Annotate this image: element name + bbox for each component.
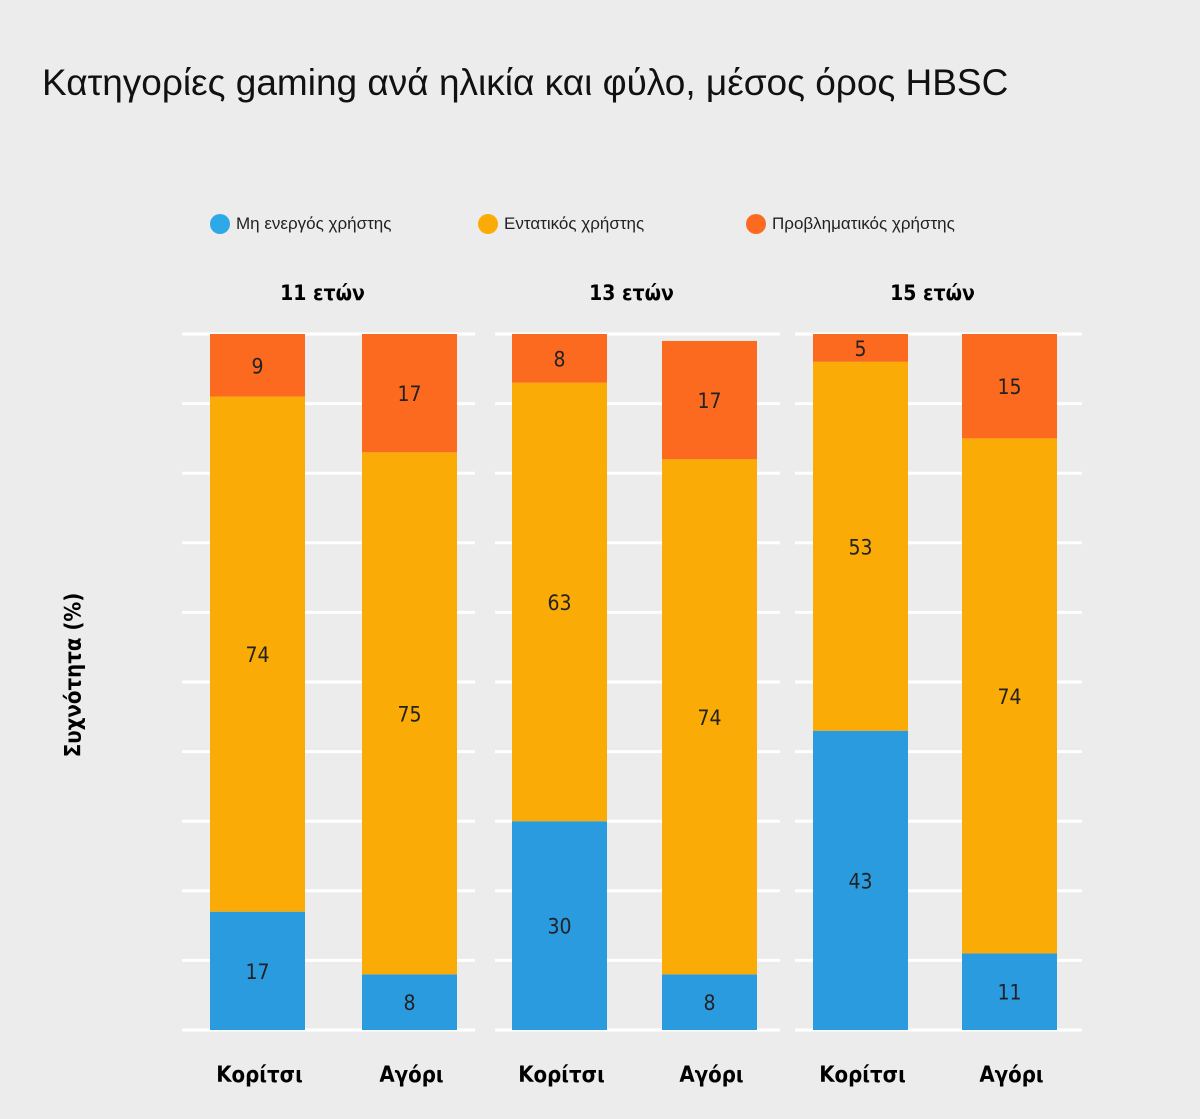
bar-segment (210, 334, 305, 397)
x-tick-label: Αγόρι (979, 1063, 1043, 1088)
data-label: 43 (848, 869, 872, 893)
legend-dot-intensive (478, 214, 498, 234)
bar-segment (813, 730, 908, 1030)
bar-segment (813, 334, 908, 362)
legend-dot-problematic (746, 214, 766, 234)
data-label: 8 (403, 991, 415, 1015)
bar-segment (512, 334, 607, 383)
legend: Μη ενεργός χρήστης Εντατικός χρήστης Προ… (210, 214, 1010, 240)
data-label: 17 (245, 960, 269, 984)
x-tick-label: Αγόρι (679, 1063, 743, 1088)
data-label: 74 (697, 706, 721, 730)
group-label: 11 ετών (280, 281, 365, 305)
legend-dot-inactive (210, 214, 230, 234)
data-label: 5 (854, 337, 866, 361)
legend-label: Εντατικός χρήστης (504, 214, 645, 233)
bar-segment (362, 974, 457, 1030)
bar-segment (362, 452, 457, 975)
data-label: 11 (997, 981, 1021, 1005)
bar-segment (362, 334, 457, 453)
x-tick-label: Κορίτσι (518, 1063, 605, 1088)
bar-segment (962, 438, 1057, 954)
data-label: 30 (547, 915, 571, 939)
legend-item-intensive: Εντατικός χρήστης (478, 214, 644, 234)
data-label: 9 (251, 354, 263, 378)
data-label: 17 (397, 382, 421, 406)
bar-segment (962, 334, 1057, 439)
legend-label: Προβληματικός χρήστης (772, 214, 955, 233)
x-tick-label: Κορίτσι (216, 1063, 303, 1088)
bar-segment (662, 340, 757, 460)
bar-segment (512, 382, 607, 822)
bar-segment (512, 821, 607, 1030)
x-tick-label: Κορίτσι (819, 1063, 906, 1088)
bar-segment (210, 911, 305, 1030)
data-label: 74 (997, 685, 1021, 709)
data-label: 63 (547, 591, 571, 615)
bar-segment (662, 459, 757, 975)
bar-segment (813, 361, 908, 731)
data-label: 75 (397, 702, 421, 726)
bar-segment (210, 396, 305, 912)
x-tick-label: Αγόρι (379, 1063, 443, 1088)
data-label: 53 (848, 535, 872, 559)
legend-item-problematic: Προβληματικός χρήστης (746, 214, 955, 234)
data-label: 8 (703, 991, 715, 1015)
bar-segment (662, 974, 757, 1030)
legend-label: Μη ενεργός χρήστης (236, 214, 392, 233)
data-label: 15 (997, 375, 1021, 399)
chart-title: Κατηγορίες gaming ανά ηλικία και φύλο, μ… (42, 62, 1009, 103)
data-label: 74 (245, 643, 269, 667)
data-label: 8 (553, 347, 565, 371)
group-label: 13 ετών (589, 281, 674, 305)
data-label: 17 (697, 389, 721, 413)
group-label: 15 ετών (890, 281, 975, 305)
bar-segment (962, 953, 1057, 1030)
legend-item-inactive: Μη ενεργός χρήστης (210, 214, 391, 234)
